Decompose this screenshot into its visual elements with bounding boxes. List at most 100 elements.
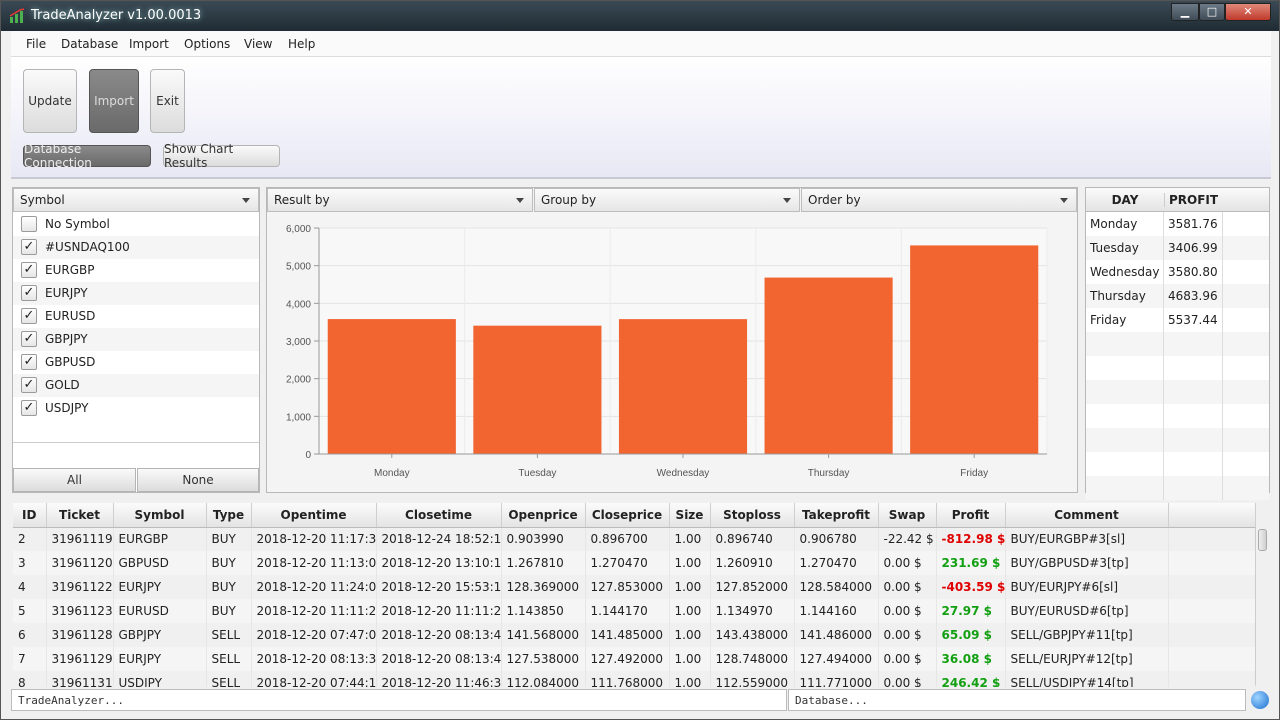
symbol-item[interactable]: ✓ EURGBP [13,259,259,282]
table-cell: 2018-12-20 07:47:06 [251,623,377,647]
show-chart-results-button[interactable]: Show Chart Results [163,142,280,170]
menu-view[interactable]: View [244,37,273,51]
column-header[interactable]: Ticket [46,503,114,528]
table-cell: 1.00 [669,599,711,623]
symbol-checkbox[interactable]: ✓ [21,239,37,255]
x-tick-label: Tuesday [518,468,556,479]
table-cell: 31961119 [46,527,114,551]
symbol-checkbox[interactable]: ✓ [21,331,37,347]
table-cell: 1.144170 [585,599,670,623]
table-cell: 0.896700 [585,527,670,551]
menu-help[interactable]: Help [288,37,316,51]
bar-monday [327,319,456,454]
table-cell: -22.42 $ [878,527,937,551]
table-scrollbar[interactable] [1255,527,1269,685]
menu-options[interactable]: Options [184,37,231,51]
table-cell: 128.584000 [794,575,879,599]
column-header[interactable]: Opentime [251,503,377,528]
summary-profit: 4683.96 [1164,284,1223,308]
symbol-checkbox[interactable]: ✓ [21,354,37,370]
summary-day: Tuesday [1086,236,1164,260]
menu-import[interactable]: Import [129,37,169,51]
exit-button[interactable]: Exit [150,69,185,133]
import-button[interactable]: Import [89,69,139,133]
y-tick-label: 4,000 [286,299,311,310]
column-header[interactable]: ID [13,503,47,528]
symbol-item[interactable]: ✓ #USNDAQ100 [13,236,259,259]
table-row[interactable]: 7 31961129 EURJPY SELL 2018-12-20 08:13:33 20… [13,647,1256,671]
table-cell: 2018-12-20 11:11:22 [251,599,377,623]
table-cell: 36.08 $ [936,647,1006,671]
table-row[interactable]: 2 31961119 EURGBP BUY 2018-12-20 11:17:37 201… [13,527,1256,551]
summary-profit-header: PROFIT [1164,193,1222,207]
status-bar: TradeAnalyzer... Database... [11,687,1271,713]
column-header[interactable]: Comment [1005,503,1169,528]
column-header[interactable]: Openprice [501,503,586,528]
table-row[interactable]: 3 31961120 GBPUSD BUY 2018-12-20 11:13:08 201… [13,551,1256,575]
select-none-button[interactable]: None [137,468,259,492]
symbol-checkbox[interactable]: ✓ [21,308,37,324]
symbol-dropdown[interactable]: Symbol [13,188,259,212]
close-button[interactable]: ✕ [1225,3,1271,21]
table-cell: 2018-12-20 11:24:04 [251,575,377,599]
column-header[interactable]: Symbol [113,503,207,528]
table-cell: BUY [206,575,252,599]
symbol-item[interactable]: ✓ GBPUSD [13,351,259,374]
symbol-item[interactable]: ✓ EURUSD [13,305,259,328]
order-by-dropdown[interactable]: Order by [801,188,1077,212]
column-header[interactable]: Closetime [376,503,502,528]
summary-day [1086,356,1164,380]
update-button[interactable]: Update [23,69,77,133]
group-by-dropdown[interactable]: Group by [534,188,800,212]
table-row[interactable]: 5 31961123 EURUSD BUY 2018-12-20 11:11:22 201… [13,599,1256,623]
table-cell: 1.267810 [501,551,586,575]
column-header[interactable]: Type [206,503,252,528]
summary-panel: DAY PROFIT Monday 3581.76 Tuesday 3406.99 We… [1085,187,1270,500]
select-all-button[interactable]: All [13,468,136,492]
minimize-button[interactable]: ▁ [1171,3,1199,21]
column-header[interactable]: Size [669,503,711,528]
bar-thursday [764,277,893,454]
column-header[interactable]: Closeprice [585,503,670,528]
symbol-item[interactable]: ✓ GBPJPY [13,328,259,351]
symbol-item[interactable]: ✓ GOLD [13,374,259,397]
summary-profit [1164,332,1223,356]
maximize-button[interactable]: □ [1199,3,1225,21]
result-by-dropdown[interactable]: Result by [267,188,533,212]
menu-database[interactable]: Database [61,37,119,51]
globe-icon [1251,691,1269,709]
table-row[interactable]: 6 31961128 GBPJPY SELL 2018-12-20 07:47:06 20… [13,623,1256,647]
toolbar: Update Import Exit Database Connection S… [11,57,1271,179]
column-header[interactable]: Takeprofit [794,503,879,528]
column-header[interactable]: Swap [878,503,937,528]
table-cell: 127.852000 [710,575,795,599]
database-connection-button[interactable]: Database Connection [23,142,151,170]
table-cell: 7 [13,647,47,671]
symbol-checkbox[interactable]: ✓ [21,400,37,416]
symbol-item[interactable]: No Symbol [13,213,259,236]
summary-header: DAY PROFIT [1086,188,1269,212]
table-cell: SELL/GBPJPY#11[tp] [1005,623,1169,647]
y-tick-label: 1,000 [286,412,311,423]
chevron-down-icon [242,198,250,203]
table-cell: 1.144160 [794,599,879,623]
menu-bar: File Database Import Options View Help [11,31,1271,57]
symbol-checkbox[interactable]: ✓ [21,285,37,301]
table-cell: 1.260910 [710,551,795,575]
symbol-checkbox[interactable]: ✓ [21,262,37,278]
scrollbar-thumb[interactable] [1258,529,1267,551]
symbol-checkbox[interactable] [21,216,37,232]
column-header[interactable]: Profit [936,503,1006,528]
symbol-item[interactable]: ✓ EURJPY [13,282,259,305]
column-header[interactable]: Stoploss [710,503,795,528]
table-row[interactable]: 4 31961122 EURJPY BUY 2018-12-20 11:24:04 201… [13,575,1256,599]
menu-file[interactable]: File [26,37,47,51]
chevron-down-icon [1060,198,1068,203]
bar-wednesday [618,319,748,454]
symbol-checkbox[interactable]: ✓ [21,377,37,393]
table-cell: BUY [206,551,252,575]
table-cell: 0.00 $ [878,647,937,671]
table-cell: 6 [13,623,47,647]
symbol-item[interactable]: ✓ USDJPY [13,397,259,420]
